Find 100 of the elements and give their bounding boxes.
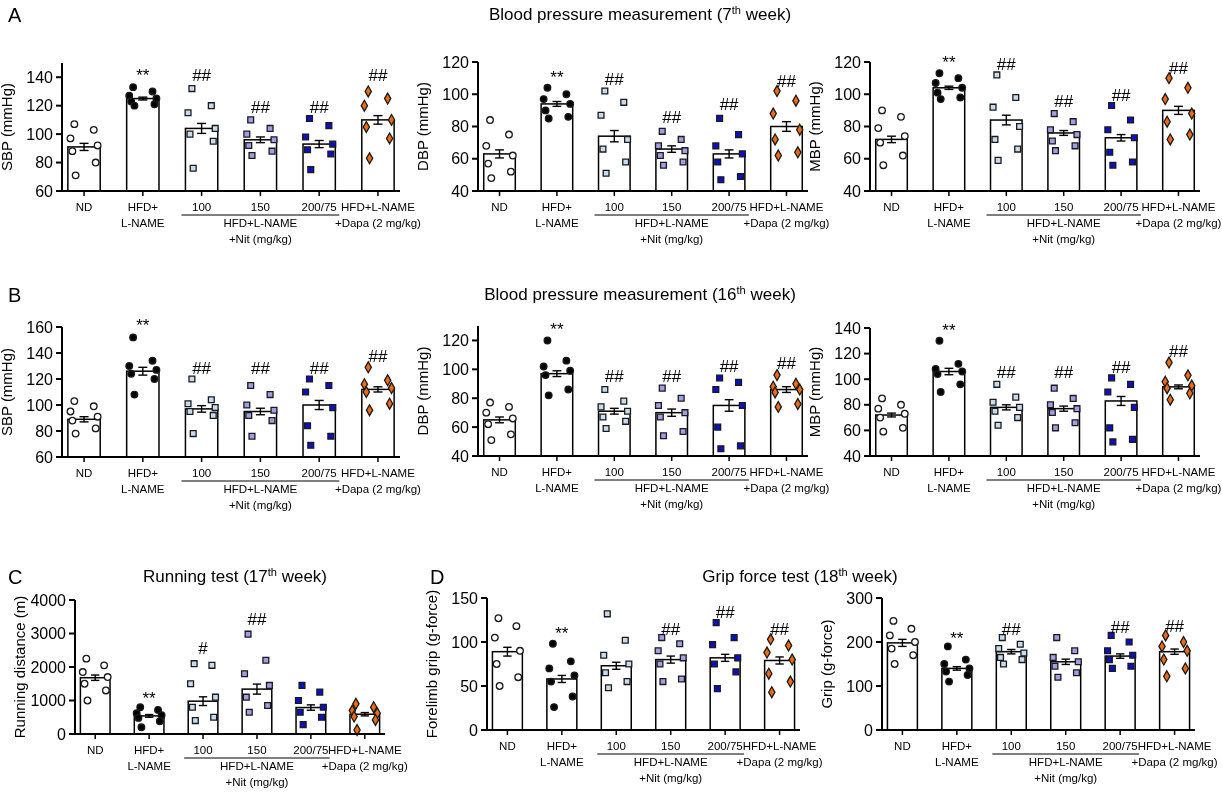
text: HFD+L-NAME +Nit (mg/kg) bbox=[633, 756, 708, 785]
y-tick-label: 120 bbox=[26, 370, 54, 388]
x-tick-label: 100 bbox=[1001, 740, 1021, 753]
x-tick-label: HFD+ L-NAME bbox=[121, 467, 165, 496]
x-tick-label: ND bbox=[883, 466, 900, 479]
y-tick-label: 1000 bbox=[30, 692, 67, 710]
y-tick-label: 40 bbox=[843, 182, 862, 200]
annotation: ## bbox=[250, 97, 271, 117]
annotation: ## bbox=[715, 602, 736, 622]
x-tick-label: 100 bbox=[192, 201, 212, 214]
y-tick-label: 60 bbox=[451, 150, 470, 168]
annotation: ** bbox=[136, 66, 150, 86]
y-tick-label: 60 bbox=[451, 418, 470, 436]
annotation: ## bbox=[309, 97, 330, 117]
annotation: ## bbox=[1001, 620, 1022, 640]
annotation: ## bbox=[1165, 617, 1185, 637]
annotation: ## bbox=[604, 69, 625, 89]
text: HFD+L-NAME +Nit (mg/kg) bbox=[634, 482, 709, 511]
y-tick-label: 80 bbox=[35, 422, 54, 440]
annotation: ## bbox=[777, 354, 797, 374]
x-tick-label: 100 bbox=[996, 466, 1016, 479]
annotation: ## bbox=[604, 367, 625, 387]
annotation: ## bbox=[661, 619, 681, 639]
x-tick-label: 200/75 bbox=[293, 744, 329, 757]
x-tick-label: HFD+ L-NAME bbox=[535, 466, 579, 495]
annotation: ## bbox=[309, 358, 330, 378]
x-tick-label: HFD+ L-NAME bbox=[935, 740, 979, 769]
y-axis-title: SBP (mmHg) bbox=[0, 82, 15, 172]
x-tick-label: 200/75 bbox=[1103, 201, 1139, 214]
y-tick-label: 50 bbox=[460, 677, 479, 695]
chart-title: Running test (17$^{th}$ week) bbox=[142, 566, 328, 586]
y-tick-label: 100 bbox=[846, 677, 874, 695]
x-tick-label: 100 bbox=[606, 740, 626, 753]
y-tick-label: 0 bbox=[57, 725, 67, 743]
annotation: ## bbox=[777, 71, 797, 91]
y-tick-label: 100 bbox=[834, 370, 862, 388]
y-tick-label: 80 bbox=[843, 118, 862, 136]
annotation: ## bbox=[247, 610, 267, 630]
y-tick-label: 40 bbox=[843, 447, 862, 465]
x-tick-label: 150 bbox=[1056, 740, 1076, 753]
text: A bbox=[8, 4, 22, 26]
y-tick-label: 100 bbox=[442, 85, 470, 103]
x-tick-label: 150 bbox=[1054, 201, 1074, 214]
annotation: ## bbox=[1054, 362, 1074, 382]
y-axis-title: Forelimb grip (g-force) bbox=[423, 589, 440, 739]
annotation: ## bbox=[1054, 92, 1074, 112]
x-tick-label: ND bbox=[499, 740, 516, 753]
x-tick-label: 100 bbox=[604, 466, 624, 479]
annotation: ** bbox=[136, 315, 150, 335]
y-tick-label: 3000 bbox=[30, 625, 67, 643]
annotation: ## bbox=[1111, 357, 1132, 377]
annotation: ** bbox=[950, 629, 964, 649]
annotation: ** bbox=[942, 320, 956, 340]
y-tick-label: 100 bbox=[442, 360, 470, 378]
text: D bbox=[430, 566, 445, 588]
annotation: ## bbox=[192, 358, 212, 378]
x-tick-label: 150 bbox=[662, 201, 682, 214]
annotation: ## bbox=[1169, 342, 1189, 362]
annotation: ## bbox=[996, 54, 1017, 74]
text: HFD+L-NAME +Nit (mg/kg) bbox=[223, 217, 298, 246]
y-axis-title: DBP (mmHg) bbox=[414, 346, 431, 436]
x-tick-label: 150 bbox=[1054, 466, 1074, 479]
text: HFD+L-NAME +Nit (mg/kg) bbox=[1026, 217, 1101, 246]
y-tick-label: 300 bbox=[846, 589, 874, 607]
text: B bbox=[8, 284, 22, 306]
x-tick-label: ND bbox=[86, 744, 104, 757]
y-tick-label: 60 bbox=[35, 448, 54, 466]
y-tick-label: 120 bbox=[834, 345, 862, 363]
x-tick-label: 200/75 bbox=[1103, 466, 1139, 479]
y-tick-label: 80 bbox=[35, 154, 54, 172]
x-tick-label: HFD+ L-NAME bbox=[540, 740, 584, 769]
annotation: ## bbox=[368, 66, 388, 86]
annotation: ** bbox=[942, 53, 956, 73]
x-tick-label: 150 bbox=[247, 744, 267, 757]
x-tick-label: ND bbox=[75, 201, 93, 214]
y-tick-label: 100 bbox=[451, 633, 479, 651]
chart-title: Blood pressure measurement (16$^{th}$ week) bbox=[484, 284, 796, 304]
y-tick-label: 150 bbox=[451, 589, 479, 607]
x-tick-label: HFD+ L-NAME bbox=[535, 201, 579, 230]
y-tick-label: 200 bbox=[846, 633, 874, 651]
y-axis-title: MBP (mmHg) bbox=[806, 81, 823, 172]
x-tick-label: HFD+ L-NAME bbox=[127, 744, 172, 773]
annotation: ## bbox=[192, 66, 212, 86]
x-tick-label: 100 bbox=[193, 744, 213, 757]
y-axis-title: Running distance (m) bbox=[11, 595, 28, 739]
y-tick-label: 140 bbox=[26, 68, 54, 86]
y-tick-label: 100 bbox=[26, 396, 54, 414]
y-tick-label: 100 bbox=[26, 125, 54, 143]
x-tick-label: 150 bbox=[250, 201, 270, 214]
x-tick-label: 200/75 bbox=[711, 201, 747, 214]
annotation: ## bbox=[719, 95, 740, 115]
annotation: ** bbox=[550, 320, 564, 340]
annotation: ## bbox=[662, 367, 682, 387]
text: C bbox=[8, 566, 23, 588]
x-tick-label: 200/75 bbox=[301, 201, 337, 214]
x-tick-label: 100 bbox=[996, 201, 1016, 214]
y-tick-label: 4000 bbox=[30, 591, 67, 609]
x-tick-label: 150 bbox=[662, 466, 682, 479]
y-tick-label: 0 bbox=[469, 721, 479, 739]
y-tick-label: 40 bbox=[451, 447, 470, 465]
